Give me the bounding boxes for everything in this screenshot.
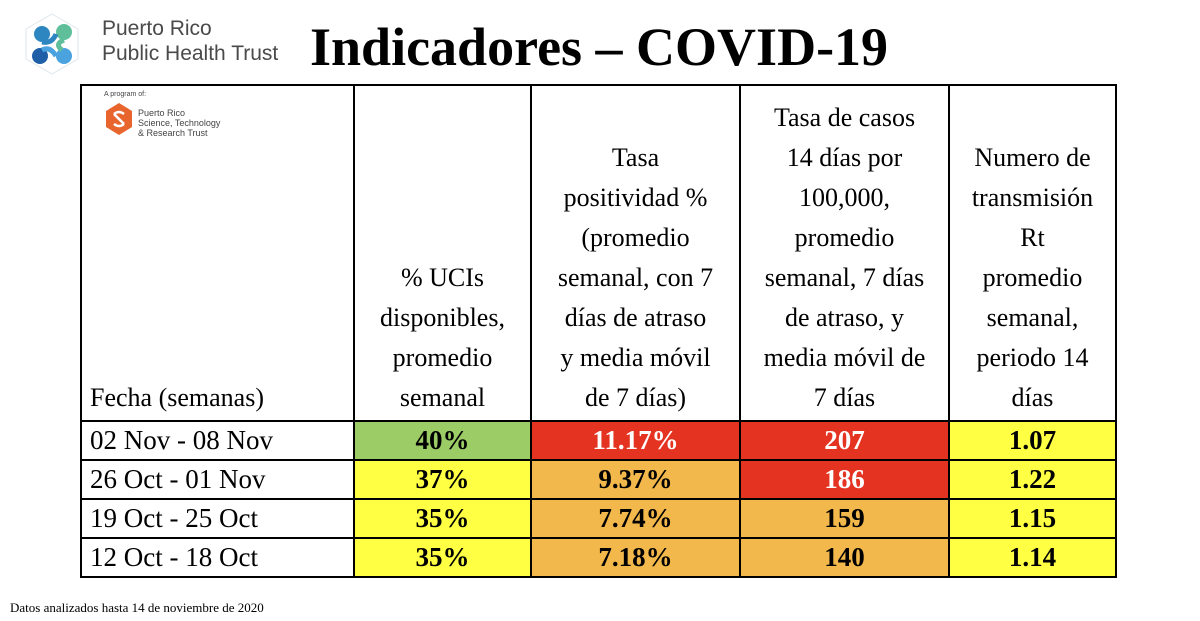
cell-uci: 37% <box>353 459 532 500</box>
header-line: y media móvil <box>560 343 711 372</box>
header-line: Tasa <box>611 143 660 172</box>
science-trust-name: Puerto Rico Science, Technology & Resear… <box>138 108 220 138</box>
cell-rt: 1.14 <box>948 537 1117 578</box>
header-line: (promedio <box>581 223 690 252</box>
header-line: 7 días <box>813 383 876 412</box>
cell-uci: 35% <box>353 537 532 578</box>
page-title: Indicadores – COVID-19 <box>310 17 889 77</box>
header-line: % UCIs <box>400 263 485 292</box>
header-line: Tasa de casos <box>773 103 916 132</box>
header-line: transmisión <box>971 183 1094 212</box>
header-line: semanal <box>399 383 486 412</box>
cell-positividad: 9.37% <box>530 459 741 500</box>
indicators-table: A program of: Puerto Rico Science, Techn… <box>80 84 1117 578</box>
header-line: Rt <box>1020 223 1045 252</box>
cell-date: 19 Oct - 25 Oct <box>80 498 355 539</box>
org-name: Puerto Rico Public Health Trust <box>102 16 278 66</box>
org-name-line1: Puerto Rico <box>102 17 212 40</box>
puerto-rico-public-health-trust-logo <box>25 13 79 75</box>
cell-rt: 1.15 <box>948 498 1117 539</box>
cell-tasa-casos: 140 <box>739 537 950 578</box>
header-line: 100,000, <box>799 183 890 212</box>
cell-date: 02 Nov - 08 Nov <box>80 420 355 461</box>
cell-positividad: 7.18% <box>530 537 741 578</box>
footer-note: Datos analizados hasta 14 de noviembre d… <box>10 600 264 615</box>
cell-uci: 35% <box>353 498 532 539</box>
header-line: positividad % <box>563 183 708 212</box>
science-trust-logo: A program of: Puerto Rico Science, Techn… <box>104 90 264 150</box>
cell-date: 12 Oct - 18 Oct <box>80 537 355 578</box>
cell-rt: 1.22 <box>948 459 1117 500</box>
cell-uci: 40% <box>353 420 532 461</box>
header-positividad: Tasa positividad % (promedio semanal, co… <box>530 84 741 422</box>
cell-date: 26 Oct - 01 Nov <box>80 459 355 500</box>
header-tasa-casos: Tasa de casos 14 días por 100,000, prome… <box>739 84 950 422</box>
header-line: días <box>1011 383 1054 412</box>
header-line: de 7 días) <box>584 383 687 412</box>
header-line: de atraso, y <box>784 303 905 332</box>
header-line: promedio <box>392 343 493 372</box>
program-text: A program of: <box>104 91 147 98</box>
cell-positividad: 7.74% <box>530 498 741 539</box>
header-line: semanal, 7 días <box>764 263 925 292</box>
cell-tasa-casos: 207 <box>739 420 950 461</box>
header-line: días de atraso <box>564 303 707 332</box>
header-line: disponibles, <box>380 303 505 332</box>
header-line: semanal, con 7 <box>557 263 714 292</box>
header-line: periodo 14 <box>976 343 1089 372</box>
header-line: semanal, <box>986 303 1079 332</box>
table-row: 02 Nov - 08 Nov 40% 11.17% 207 1.07 <box>80 420 1117 461</box>
header-line: Fecha (semanas) <box>90 383 264 412</box>
header-line: media móvil de <box>763 343 926 372</box>
cell-positividad: 11.17% <box>530 420 741 461</box>
table-row: 19 Oct - 25 Oct 35% 7.74% 159 1.15 <box>80 498 1117 539</box>
header-fecha: A program of: Puerto Rico Science, Techn… <box>80 84 355 422</box>
header-fecha-lines: Fecha (semanas) <box>90 378 353 418</box>
header-line: Numero de <box>974 143 1091 172</box>
header-line: 14 días por <box>786 143 903 172</box>
hexagon-logo-icon <box>106 103 132 135</box>
header-rt: Numero de transmisión Rt promedio semana… <box>948 84 1117 422</box>
science-trust-line1: Puerto Rico <box>138 108 186 118</box>
cell-tasa-casos: 159 <box>739 498 950 539</box>
table-header-row: A program of: Puerto Rico Science, Techn… <box>80 84 1117 422</box>
cell-rt: 1.07 <box>948 420 1117 461</box>
table-row: 26 Oct - 01 Nov 37% 9.37% 186 1.22 <box>80 459 1117 500</box>
cell-tasa-casos: 186 <box>739 459 950 500</box>
science-trust-line2: Science, Technology <box>138 118 221 128</box>
science-trust-line3: & Research Trust <box>138 128 208 138</box>
header-ucis: % UCIs disponibles, promedio semanal <box>353 84 532 422</box>
table-row: 12 Oct - 18 Oct 35% 7.18% 140 1.14 <box>80 537 1117 578</box>
header-line: promedio <box>794 223 895 252</box>
header-line: promedio <box>982 263 1083 292</box>
org-name-line2: Public Health Trust <box>102 42 279 65</box>
